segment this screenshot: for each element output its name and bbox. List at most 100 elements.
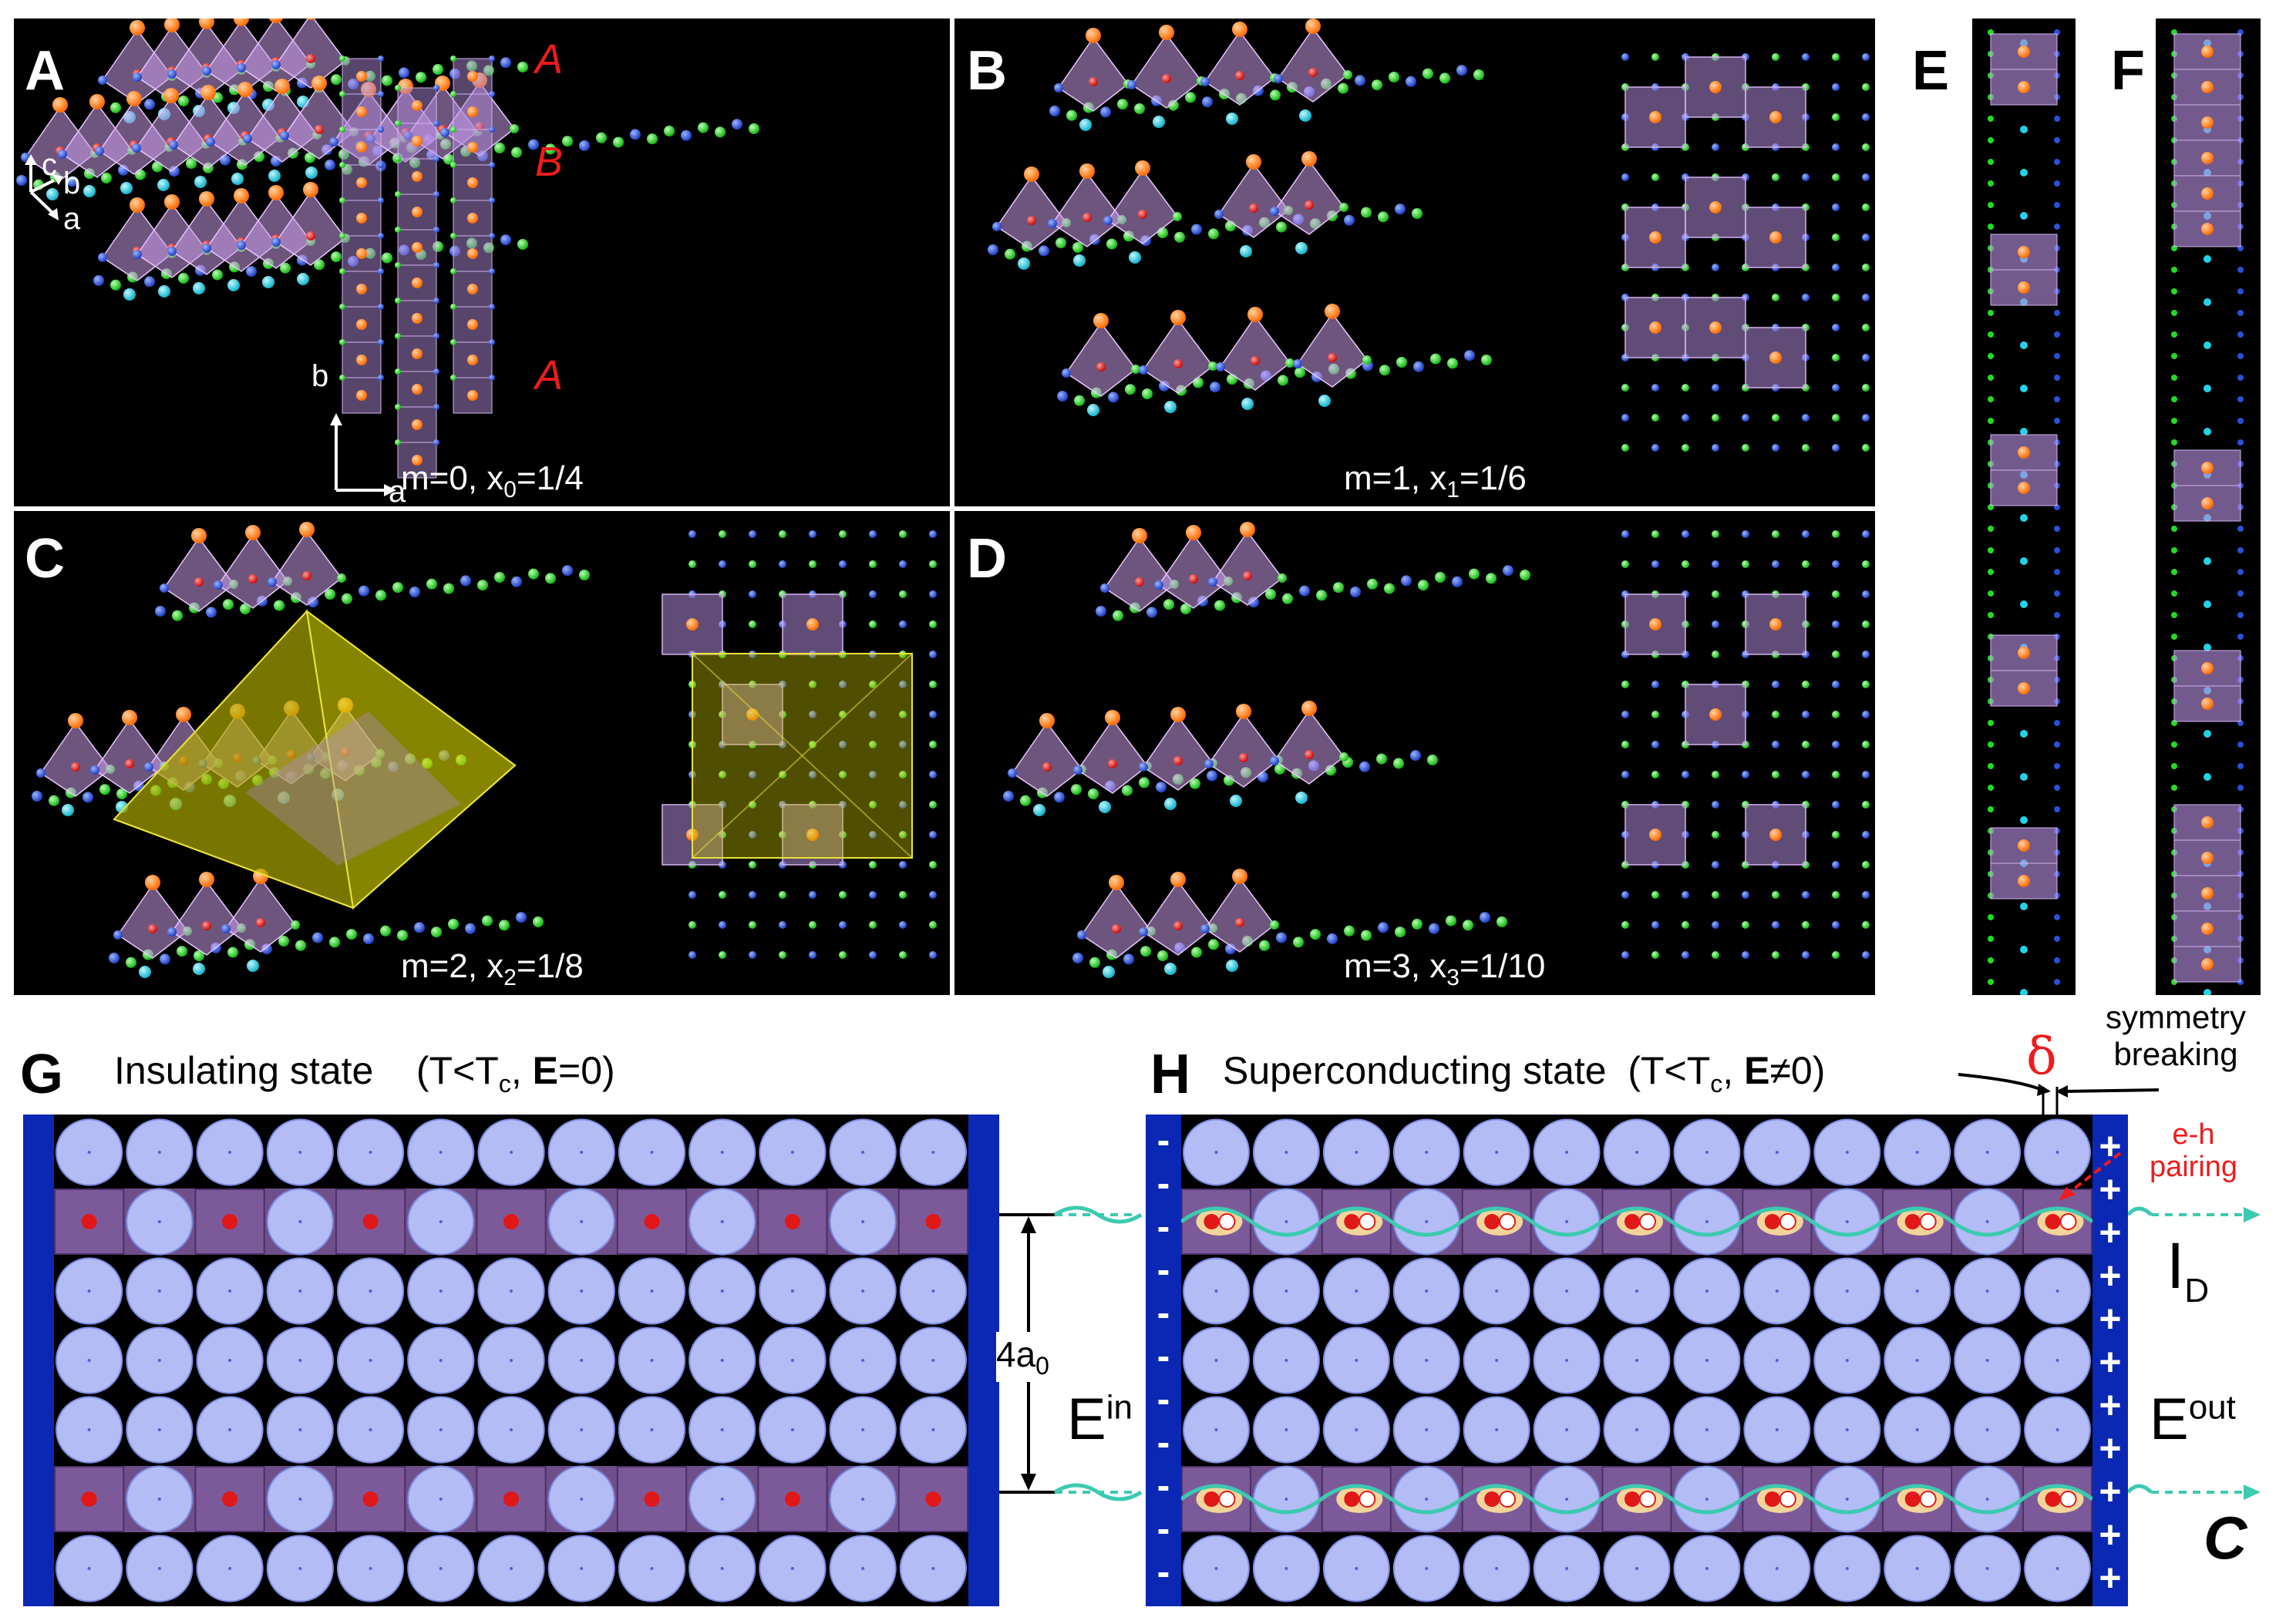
apical-ion (2018, 246, 2030, 258)
grid-ion (433, 404, 439, 410)
grid-ion (1712, 143, 1719, 151)
ion (422, 758, 433, 769)
grid-ion (839, 921, 847, 929)
cation (1241, 398, 1254, 410)
strip-ion (2054, 741, 2060, 748)
electron (1624, 1491, 1640, 1507)
ion (1185, 92, 1196, 103)
grid-ion (1832, 444, 1840, 452)
apical-ion (1170, 310, 1186, 325)
apical-ion (176, 707, 191, 722)
axis-label-a: a (63, 202, 81, 236)
grid-ion (1832, 294, 1840, 301)
grid-ion (1832, 414, 1840, 422)
grid-ion (1802, 921, 1810, 929)
caption-b: m=1, x1=1/6 (1344, 459, 1527, 503)
grid-ion (1742, 444, 1749, 452)
grid-ion (1832, 560, 1840, 568)
octahedron (1076, 718, 1149, 794)
ion (1125, 384, 1136, 395)
central-ion (1042, 762, 1052, 772)
ion (1276, 932, 1287, 943)
grid-ion (1651, 530, 1659, 538)
ion (110, 279, 121, 291)
cation (194, 176, 207, 188)
cation (1295, 792, 1308, 804)
lattice-dot (1284, 1151, 1288, 1154)
lattice-dot (1495, 1567, 1499, 1570)
ion (1395, 203, 1406, 215)
lattice-dot (157, 1567, 161, 1570)
apical-ion (356, 284, 367, 294)
lattice-dot (861, 1220, 865, 1223)
apical-ion (1093, 313, 1109, 328)
ion (167, 927, 177, 936)
lattice-dot (1985, 1289, 1989, 1293)
octahedron (1277, 27, 1349, 103)
grid-ion (749, 861, 756, 869)
ion (1071, 784, 1082, 795)
cation (123, 288, 136, 301)
lattice-dot (1635, 1289, 1638, 1293)
apical-ion (2201, 852, 2214, 864)
grid-ion (809, 771, 816, 778)
ion (1270, 207, 1279, 216)
apical-ion (89, 94, 105, 109)
ion (1270, 756, 1279, 765)
lattice-dot (2055, 1428, 2059, 1431)
cation (1033, 804, 1045, 816)
grid-ion (1712, 444, 1719, 452)
ion (346, 929, 357, 940)
lattice-dot (1705, 1289, 1709, 1293)
ion (295, 940, 306, 951)
ion (698, 122, 709, 133)
grid-ion (1621, 681, 1629, 688)
ion (399, 67, 409, 79)
central-ion (81, 1491, 97, 1507)
octahedron (1011, 721, 1083, 797)
central-ion (315, 125, 324, 134)
apical-ion (1236, 704, 1251, 719)
grid-ion (1802, 711, 1810, 718)
lattice-dot (157, 1428, 161, 1431)
ion (359, 585, 369, 597)
strip-ion (2054, 375, 2060, 381)
ion (1180, 604, 1191, 614)
grid-ion (1621, 771, 1629, 778)
grid-ion (489, 375, 495, 381)
ion (1463, 920, 1473, 931)
lattice-dot (228, 1428, 232, 1431)
wave-function (1180, 1484, 2094, 1515)
strip-ion (2237, 353, 2244, 359)
lattice-dot (2055, 1151, 2059, 1154)
ion (1361, 207, 1372, 218)
grid-ion (809, 530, 816, 538)
lattice-dot (1915, 1567, 1919, 1570)
minus-sign: - (1157, 1162, 1170, 1205)
grid-ion (1862, 414, 1870, 422)
grid-ion (809, 891, 816, 899)
ion (1214, 210, 1224, 219)
lattice-dot (510, 1359, 513, 1362)
ion (1100, 106, 1111, 118)
lattice-dot (1985, 1151, 1989, 1154)
apical-ion (412, 242, 423, 253)
apical-ion (2018, 45, 2030, 58)
ion (494, 143, 505, 153)
ion (433, 64, 443, 75)
grid-ion (1651, 711, 1659, 718)
ion (1131, 365, 1140, 374)
apical-ion (356, 71, 367, 82)
grid-ion (1712, 560, 1719, 568)
ion (992, 222, 1002, 231)
lattice-dot (1915, 1359, 1919, 1362)
grid-ion (1772, 921, 1779, 929)
octahedron (1204, 30, 1276, 106)
octahedron (1057, 36, 1130, 112)
ion (1520, 570, 1530, 580)
apical-ion (1086, 28, 1101, 43)
ion (331, 74, 342, 86)
grid-ion (869, 741, 877, 748)
octahedron (147, 715, 220, 791)
ion (1376, 753, 1387, 765)
